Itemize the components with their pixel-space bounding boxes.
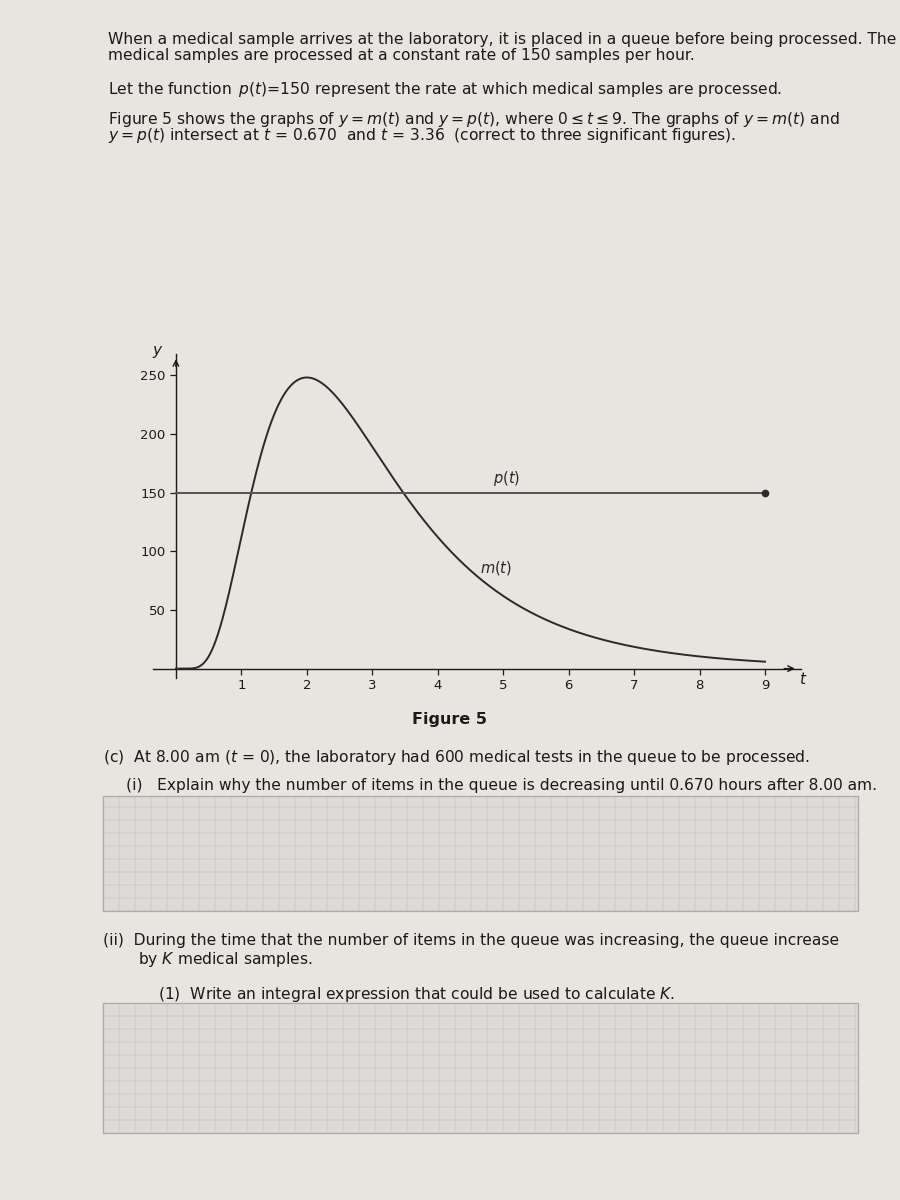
- Bar: [103, 1003, 858, 1133]
- Text: Figure 5: Figure 5: [412, 712, 488, 726]
- Text: Figure 5 shows the graphs of $y = m(t)$ and $y = p(t)$, where $0 \leq t \leq 9$.: Figure 5 shows the graphs of $y = m(t)$ …: [108, 110, 840, 128]
- Bar: [103, 796, 858, 911]
- Text: $p(t)$: $p(t)$: [493, 469, 520, 488]
- Text: by $K$ medical samples.: by $K$ medical samples.: [138, 950, 312, 970]
- Text: When a medical sample arrives at the laboratory, it is placed in a queue before : When a medical sample arrives at the lab…: [108, 32, 896, 47]
- Text: (ii)  During the time that the number of items in the queue was increasing, the : (ii) During the time that the number of …: [103, 934, 839, 948]
- Text: $y$: $y$: [152, 344, 164, 360]
- Text: $m(t)$: $m(t)$: [481, 559, 512, 577]
- Text: (1)  Write an integral expression that could be used to calculate $K$.: (1) Write an integral expression that co…: [158, 985, 675, 1004]
- Text: (c)  At 8.00 am ($t$ = 0), the laboratory had 600 medical tests in the queue to : (c) At 8.00 am ($t$ = 0), the laboratory…: [103, 748, 810, 767]
- Text: Let the function  $p(t)$=150 represent the rate at which medical samples are pro: Let the function $p(t)$=150 represent th…: [108, 80, 782, 98]
- Text: $y = p(t)$ intersect at $t$ = 0.670  and $t$ = 3.36  (correct to three significa: $y = p(t)$ intersect at $t$ = 0.670 and …: [108, 126, 736, 145]
- Text: $t$: $t$: [799, 671, 807, 686]
- Text: medical samples are processed at a constant rate of 150 samples per hour.: medical samples are processed at a const…: [108, 48, 695, 62]
- Text: (i)   Explain why the number of items in the queue is decreasing until 0.670 hou: (i) Explain why the number of items in t…: [126, 778, 877, 793]
